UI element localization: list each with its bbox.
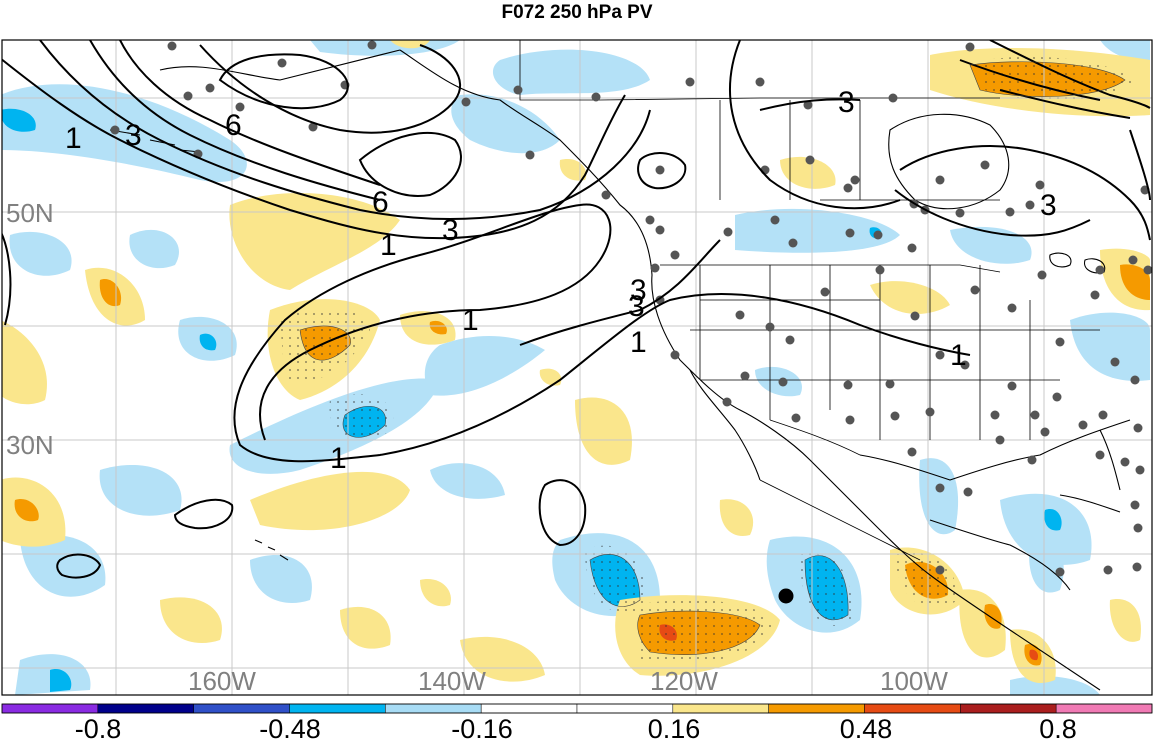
contour-label: 1: [950, 339, 967, 372]
axis-labels: 50N 30N 160W 140W 120W 100W: [6, 198, 948, 696]
contour-label: 1: [330, 442, 347, 475]
lon-label-120w: 120W: [650, 666, 718, 696]
colorbar-swatch: [672, 703, 769, 714]
contour-label: 1: [462, 304, 479, 337]
lat-label-50n: 50N: [6, 198, 54, 228]
thin-contours: [299, 61, 1126, 655]
colorbar-label: 0.8: [1039, 714, 1077, 739]
contour-label: 3: [628, 290, 645, 323]
contour-label: 1: [380, 229, 397, 262]
contour-label: 3: [125, 119, 142, 152]
map-frame: [1, 39, 1153, 696]
colorbar-swatch: [1055, 703, 1153, 714]
colorbar-label: 0.48: [840, 714, 893, 739]
contour-label: 3: [442, 214, 459, 247]
contour-label: 6: [372, 186, 389, 219]
colorbar-label: -0.8: [75, 714, 122, 739]
station-markers: [110, 40, 1152, 577]
stipple: [280, 56, 1135, 664]
contour-label: 3: [838, 86, 855, 119]
lon-label-140w: 140W: [418, 666, 486, 696]
contour-label: 3: [1040, 189, 1057, 222]
contour-label: 6: [225, 109, 242, 142]
colorbar: -0.8 -0.48 -0.16 0.16 0.48 0.8: [1, 703, 1153, 739]
colorbar-swatch: [193, 703, 290, 714]
colorbar-frame: [1, 703, 1153, 714]
colorbar-swatch: [289, 703, 386, 714]
map-title: F072 250 hPa PV: [501, 2, 653, 23]
colorbar-swatch: [480, 703, 578, 714]
colorbar-swatch: [1, 703, 99, 714]
colorbar-swatch: [864, 703, 961, 714]
borders: [519, 40, 1100, 561]
station-highlight: [778, 588, 794, 604]
lon-label-100w: 100W: [880, 666, 948, 696]
contour-labels: 1 3 6 6 3 1 3 1 1 3 1 1 3 3: [65, 86, 1057, 475]
colorbar-label: 0.16: [648, 714, 701, 739]
lon-label-160w: 160W: [188, 666, 256, 696]
contour-label: 1: [630, 326, 647, 359]
colorbar-swatch: [960, 703, 1057, 714]
colorbar-swatch: [768, 703, 865, 714]
pv-contours: [2, 40, 1151, 579]
lat-label-30n: 30N: [6, 430, 54, 460]
colorbar-swatch: [576, 703, 674, 714]
coastlines: [109, 49, 1131, 691]
lat-lon-grid: [2, 40, 1152, 695]
colorbar-label: -0.48: [259, 714, 321, 739]
contour-label: 3: [630, 274, 647, 307]
colorbar-swatch: [385, 703, 482, 714]
colorbar-label: -0.16: [451, 714, 513, 739]
contour-label: 1: [65, 122, 82, 155]
colorbar-swatch: [97, 703, 194, 714]
